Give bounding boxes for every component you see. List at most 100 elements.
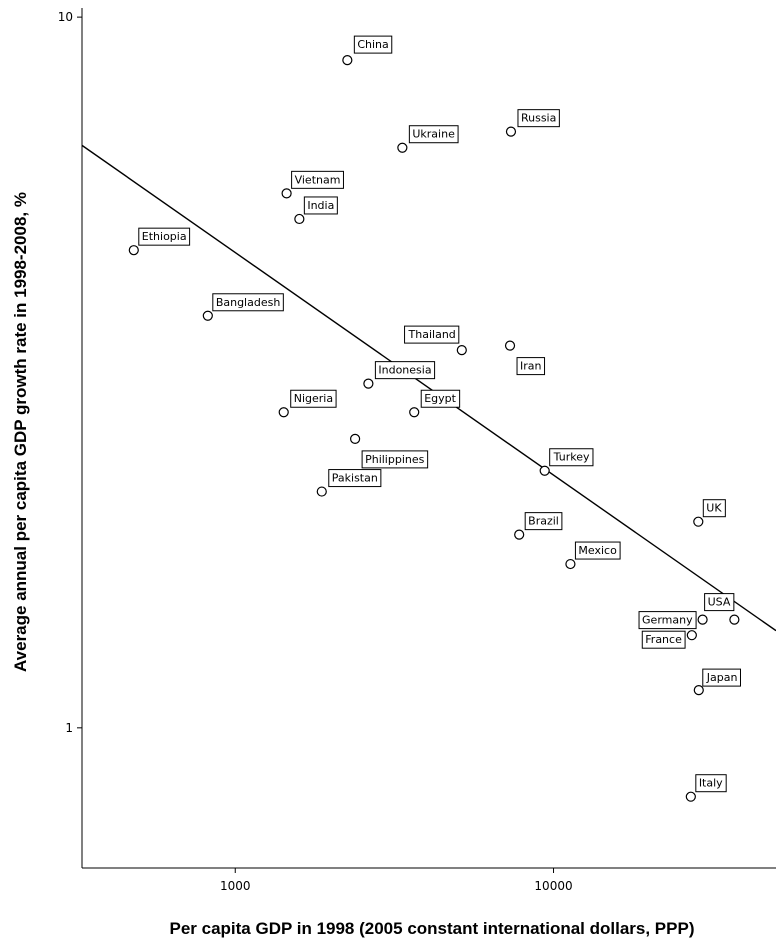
- point-marker: [202, 310, 213, 321]
- point-label: Thailand: [408, 328, 456, 341]
- data-point-nigeria: Nigeria: [278, 389, 337, 418]
- point-label-box: [702, 499, 726, 518]
- point-marker: [342, 55, 353, 66]
- point-marker: [294, 213, 305, 225]
- point-label-box: [303, 196, 338, 215]
- point-label-box: [361, 450, 429, 469]
- point-marker: [350, 433, 361, 444]
- point-label-box: [408, 125, 459, 144]
- point-marker: [686, 630, 697, 641]
- point-marker: [565, 558, 576, 570]
- point-marker: [693, 516, 704, 527]
- point-marker: [363, 378, 374, 389]
- data-point-pakistan: Pakistan: [316, 469, 382, 497]
- point-marker: [128, 245, 139, 256]
- point-label: UK: [706, 502, 722, 515]
- point-label-box: [574, 541, 621, 560]
- data-point-france: France: [641, 630, 697, 649]
- point-label-box: [695, 774, 727, 793]
- point-label-box: [291, 170, 344, 189]
- data-point-iran: Iran: [504, 340, 546, 376]
- data-point-indonesia: Indonesia: [363, 361, 436, 389]
- point-label: Mexico: [578, 544, 617, 557]
- point-label: Brazil: [528, 515, 559, 528]
- point-label: India: [307, 199, 334, 212]
- data-point-bangladesh: Bangladesh: [202, 293, 284, 321]
- point-label-box: [328, 469, 382, 488]
- point-label: Bangladesh: [216, 296, 281, 309]
- plot-frame: [81, 8, 776, 869]
- point-marker: [397, 142, 408, 153]
- data-point-italy: Italy: [685, 774, 727, 802]
- point-marker: [693, 685, 704, 696]
- point-label: Vietnam: [295, 173, 341, 186]
- data-point-india: India: [294, 196, 338, 225]
- axis-ticks: 1000 10000 1 10: [58, 10, 573, 893]
- point-label-box: [374, 361, 436, 380]
- y-tick-label: 1: [65, 721, 73, 735]
- point-marker: [456, 345, 467, 356]
- point-label: Japan: [706, 671, 738, 684]
- data-point-china: China: [342, 35, 393, 66]
- point-label-box: [353, 35, 393, 54]
- point-label-box: [638, 611, 697, 630]
- data-point-philippines: Philippines: [350, 433, 429, 469]
- point-label: Pakistan: [332, 472, 378, 485]
- point-marker: [697, 614, 708, 625]
- point-label-box: [702, 668, 741, 687]
- point-label: China: [357, 38, 388, 51]
- point-marker: [278, 407, 289, 418]
- point-label: Ukraine: [412, 128, 455, 141]
- point-marker: [685, 791, 696, 802]
- point-label: Egypt: [424, 392, 456, 405]
- point-label: Germany: [642, 614, 693, 627]
- x-tick-label: 10000: [534, 879, 572, 893]
- trend-line: [81, 144, 776, 632]
- data-point-japan: Japan: [693, 668, 741, 696]
- point-marker: [539, 465, 550, 476]
- point-label-box: [516, 357, 546, 376]
- point-marker: [505, 126, 517, 137]
- data-point-turkey: Turkey: [539, 448, 594, 476]
- point-marker: [409, 407, 420, 418]
- point-marker: [316, 486, 327, 497]
- x-tick-label: 1000: [220, 879, 251, 893]
- trend-line-group: [81, 144, 776, 632]
- point-label: Iran: [520, 360, 542, 373]
- data-point-germany: Germany: [638, 611, 708, 630]
- data-point-egypt: Egypt: [409, 389, 461, 418]
- point-label-box: [517, 109, 560, 128]
- point-label-box: [524, 512, 563, 531]
- point-label-box: [641, 630, 686, 649]
- point-label: Turkey: [553, 451, 590, 464]
- data-point-ukraine: Ukraine: [397, 125, 459, 153]
- data-point-thailand: Thailand: [404, 325, 467, 356]
- point-label-box: [704, 593, 735, 612]
- point-marker: [729, 614, 740, 625]
- data-point-mexico: Mexico: [565, 541, 621, 570]
- data-point-usa: USA: [704, 593, 740, 625]
- point-label-box: [420, 389, 461, 408]
- point-label: Italy: [699, 777, 723, 790]
- point-label: Philippines: [365, 453, 425, 466]
- data-point-vietnam: Vietnam: [281, 170, 344, 199]
- point-label: USA: [708, 596, 731, 609]
- x-axis-title: Per capita GDP in 1998 (2005 constant in…: [170, 919, 695, 938]
- data-point-brazil: Brazil: [514, 512, 563, 540]
- y-axis-title: Average annual per capita GDP growth rat…: [11, 192, 30, 672]
- point-label-box: [404, 325, 460, 344]
- point-label-box: [549, 448, 594, 467]
- data-point-ethiopia: Ethiopia: [128, 227, 191, 256]
- point-label: Indonesia: [378, 364, 431, 377]
- y-tick-label: 10: [58, 10, 73, 24]
- point-label-box: [290, 389, 337, 408]
- point-label: Ethiopia: [142, 230, 187, 243]
- point-label: Russia: [521, 112, 556, 125]
- point-marker: [514, 529, 525, 540]
- point-label-box: [138, 227, 191, 246]
- data-point-uk: UK: [693, 499, 726, 527]
- point-marker: [504, 340, 516, 351]
- point-label: Nigeria: [294, 392, 333, 405]
- point-label-box: [212, 293, 284, 312]
